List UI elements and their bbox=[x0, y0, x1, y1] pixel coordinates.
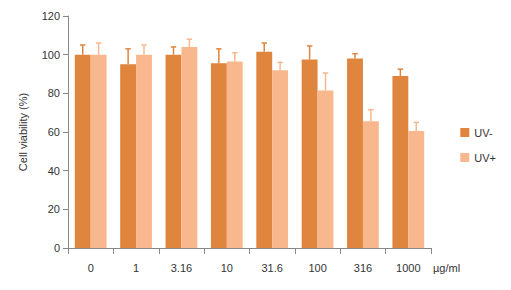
svg-text:1: 1 bbox=[133, 262, 139, 274]
svg-text:100: 100 bbox=[42, 49, 60, 61]
svg-text:UV+: UV+ bbox=[474, 152, 496, 164]
svg-text:0: 0 bbox=[88, 262, 94, 274]
svg-text:Cell viability (%): Cell viability (%) bbox=[17, 93, 29, 171]
svg-text:0: 0 bbox=[54, 242, 60, 254]
svg-text:UV-: UV- bbox=[474, 127, 493, 139]
svg-text:316: 316 bbox=[354, 262, 372, 274]
svg-text:60: 60 bbox=[48, 126, 60, 138]
svg-text:3.16: 3.16 bbox=[171, 262, 192, 274]
svg-text:20: 20 bbox=[48, 203, 60, 215]
svg-text:40: 40 bbox=[48, 165, 60, 177]
svg-text:120: 120 bbox=[42, 10, 60, 22]
svg-text:10: 10 bbox=[221, 262, 233, 274]
svg-text:80: 80 bbox=[48, 87, 60, 99]
svg-text:31.6: 31.6 bbox=[261, 262, 282, 274]
svg-text:100: 100 bbox=[308, 262, 326, 274]
svg-text:µg/ml: µg/ml bbox=[433, 262, 460, 274]
svg-text:1000: 1000 bbox=[396, 262, 420, 274]
